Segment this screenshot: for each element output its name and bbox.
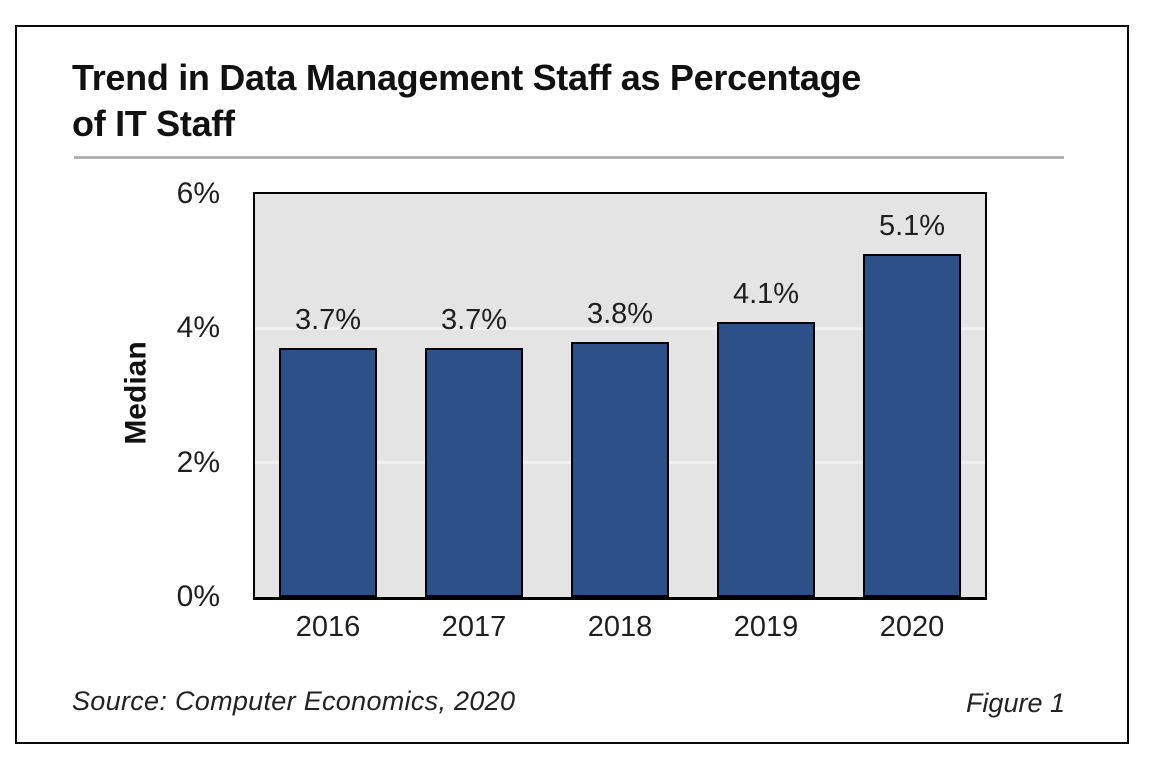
x-tick-label-2019: 2019 xyxy=(733,611,799,643)
bar-2016 xyxy=(279,348,377,597)
x-tick-label-2018: 2018 xyxy=(587,611,653,643)
bar-value-label-2016: 3.7% xyxy=(294,304,362,337)
y-tick-label-4pct: 4% xyxy=(176,311,220,345)
bar-value-label-2020: 5.1% xyxy=(878,210,946,243)
bar-2018 xyxy=(571,341,669,597)
y-tick-label-0pct: 0% xyxy=(176,580,220,613)
figure-frame: Trend in Data Management Staff as Percen… xyxy=(15,25,1129,744)
source-text: Source: Computer Economics, 2020 xyxy=(72,686,516,716)
y-tick-label-2pct: 2% xyxy=(176,445,220,479)
bar-2017 xyxy=(425,348,523,597)
y-axis-title-text: Median xyxy=(120,341,154,445)
y-tick-label-6pct: 6% xyxy=(176,177,220,210)
x-tick-label-2016: 2016 xyxy=(295,611,361,643)
plot-area: 3.7% 3.7% 3.8% 4.1% 5.1% xyxy=(253,192,987,600)
chart-title: Trend in Data Management Staff as Percen… xyxy=(72,55,861,147)
gridline-4pct xyxy=(255,326,985,330)
title-rule xyxy=(74,156,1064,159)
chart-title-line2: of IT Staff xyxy=(72,103,235,145)
bar-value-label-2018: 3.8% xyxy=(586,297,654,330)
figure-label: Figure 1 xyxy=(965,688,1065,718)
chart-title-line1: Trend in Data Management Staff as Percen… xyxy=(72,57,862,98)
bar-value-label-2019: 4.1% xyxy=(732,277,800,310)
bar-2020 xyxy=(863,254,961,597)
bar-2019 xyxy=(717,321,815,597)
bar-value-label-2017: 3.7% xyxy=(440,304,508,337)
x-tick-label-2017: 2017 xyxy=(441,611,507,643)
x-tick-label-2020: 2020 xyxy=(879,611,945,643)
